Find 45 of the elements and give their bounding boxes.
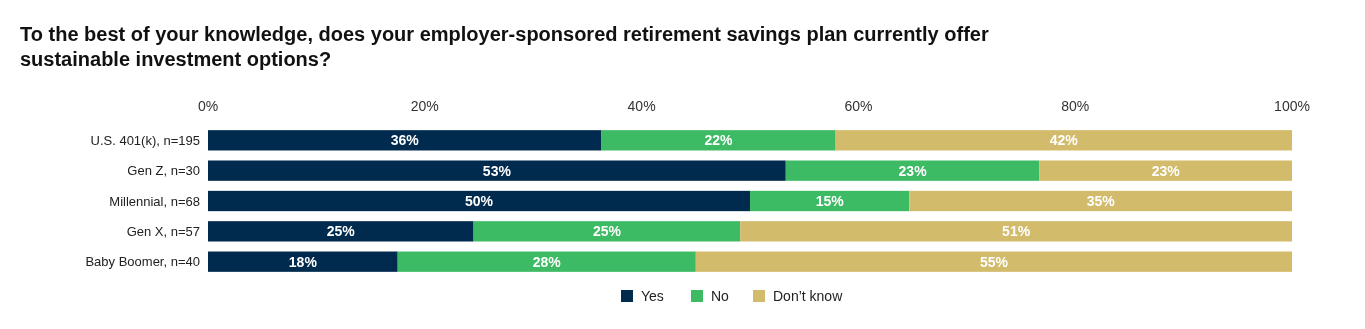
data-label: 15%: [815, 192, 845, 209]
data-label: 55%: [979, 253, 1009, 270]
data-label: 28%: [532, 253, 562, 270]
bar: [740, 221, 1292, 242]
bar: [835, 130, 1292, 151]
data-label: 53%: [482, 162, 512, 179]
bar: [208, 190, 750, 212]
data-label: 18%: [288, 253, 318, 270]
legend-label: No: [711, 288, 730, 304]
bar: [785, 160, 1040, 181]
x-tick-label: 20%: [410, 98, 439, 114]
bar: [909, 190, 1292, 212]
bar: [397, 251, 696, 272]
y-tick-label: U.S. 401(k), n=195: [90, 132, 200, 148]
y-tick-label: Gen Z, n=30: [127, 163, 200, 179]
data-label: 35%: [1086, 192, 1116, 209]
chart-title: To the best of your knowledge, does your employer-sponsored retirement savings plan currently offer sustainable investment options?: [20, 23, 989, 70]
x-tick-label: 60%: [844, 98, 873, 114]
bar: [208, 251, 398, 272]
x-tick-label: 0%: [197, 98, 219, 114]
bar: [208, 130, 602, 151]
bar: [208, 221, 474, 242]
data-label: 23%: [898, 162, 928, 179]
bar: [750, 190, 910, 212]
data-label: 51%: [1002, 223, 1031, 240]
x-tick-label: 100%: [1274, 98, 1310, 114]
legend-label: Don’t know: [773, 288, 844, 304]
data-label: 25%: [592, 223, 622, 240]
legend-label: Yes: [641, 288, 664, 304]
data-label: 42%: [1049, 132, 1079, 149]
x-tick-label: 80%: [1061, 98, 1090, 114]
y-tick-label: Millennial, n=68: [109, 193, 200, 209]
bar: [601, 130, 836, 151]
data-label: 36%: [390, 132, 420, 149]
bar: [695, 251, 1292, 272]
bar: [1039, 160, 1292, 181]
bar: [473, 221, 741, 242]
bar: [208, 160, 786, 181]
data-label: 22%: [704, 132, 734, 149]
y-tick-label: Baby Boomer, n=40: [85, 254, 200, 270]
data-label: 50%: [464, 192, 494, 209]
y-tick-label: Gen X, n=57: [126, 223, 200, 239]
data-label: 23%: [1151, 162, 1181, 179]
data-label: 25%: [326, 223, 356, 240]
x-tick-label: 40%: [627, 98, 656, 114]
